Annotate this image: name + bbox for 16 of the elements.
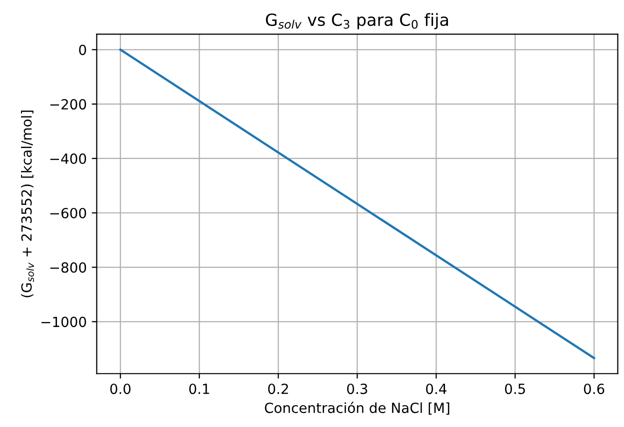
x-tick-label: 0.3 (347, 384, 368, 394)
y-tick-label: 0 (79, 44, 86, 56)
x-tick-label: 0.1 (189, 384, 210, 394)
y-tick-label: −600 (50, 208, 86, 218)
x-axis-title: Concentración de NaCl [M] (264, 402, 450, 415)
x-tick-label: 0.4 (426, 384, 446, 394)
x-tick-label: 0.5 (505, 384, 525, 394)
y-tick-label: −400 (50, 153, 86, 164)
chart-title: G$_{solv}$ vs C$_{3}$ para C$_{0}$ fija (266, 13, 448, 30)
y-axis-title: (G$_{solv}$ + 273552) [kcal/mol] (21, 110, 34, 298)
y-tick-label: −200 (50, 99, 86, 110)
y-tick-label: −1000 (41, 316, 86, 328)
x-tick-label: 0.2 (268, 384, 288, 394)
y-tick-label: −800 (50, 262, 86, 273)
x-tick-label: 0.6 (584, 384, 604, 394)
x-tick-label: 0.0 (110, 384, 131, 394)
